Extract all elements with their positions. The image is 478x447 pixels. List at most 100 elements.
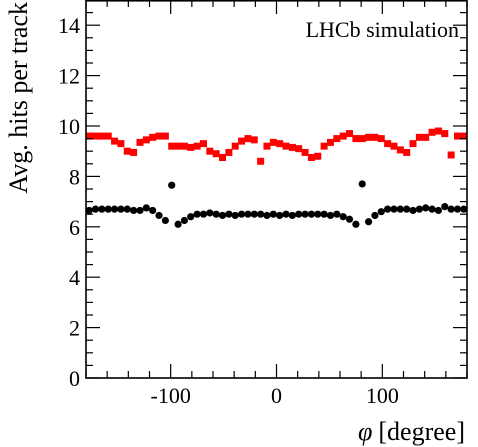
- data-point: [104, 205, 112, 213]
- data-point: [85, 132, 93, 140]
- data-point: [377, 135, 385, 143]
- data-point: [212, 150, 220, 158]
- data-point: [314, 152, 322, 160]
- data-point: [149, 133, 157, 141]
- data-point: [91, 205, 100, 213]
- data-point: [237, 210, 246, 218]
- data-point: [320, 142, 328, 150]
- data-point: [104, 132, 112, 140]
- axis-ticks: [85, 0, 468, 379]
- data-point: [225, 210, 233, 218]
- data-point: [358, 180, 366, 188]
- data-point: [441, 130, 449, 138]
- data-point: [352, 135, 360, 143]
- data-point: [149, 206, 157, 215]
- y-tick-label: 8: [69, 164, 80, 189]
- y-tick-label: 0: [69, 366, 80, 391]
- data-point: [206, 209, 214, 217]
- data-point: [345, 215, 354, 223]
- data-point: [180, 142, 188, 150]
- data-point: [447, 151, 455, 159]
- data-point: [269, 210, 277, 218]
- data-point: [199, 210, 208, 218]
- data-point: [358, 135, 366, 143]
- data-point: [301, 148, 309, 156]
- data-point: [441, 203, 449, 211]
- data-point: [244, 135, 252, 143]
- data-point: [257, 157, 265, 165]
- data-point: [403, 148, 411, 156]
- data-point: [447, 205, 455, 213]
- data-point: [161, 216, 169, 225]
- data-point: [333, 210, 341, 218]
- data-point: [212, 210, 220, 218]
- data-point: [403, 205, 411, 213]
- data-point: [257, 210, 265, 218]
- data-point: [326, 138, 334, 146]
- data-point: [307, 154, 315, 161]
- data-point: [263, 142, 271, 150]
- data-point: [371, 211, 379, 220]
- data-point: [244, 210, 252, 218]
- data-point: [428, 205, 436, 213]
- data-point: [276, 211, 284, 220]
- data-point: [390, 205, 398, 213]
- data-point: [117, 205, 125, 213]
- data-point: [193, 142, 201, 150]
- data-point: [98, 132, 106, 140]
- data-point: [365, 133, 373, 141]
- y-tick-label: 12: [58, 64, 80, 89]
- data-point: [453, 205, 462, 213]
- data-point: [422, 204, 430, 212]
- data-point: [269, 138, 277, 146]
- tick-labels: 0 2 4 6 8 10 12 14 -100 0 100: [58, 13, 399, 408]
- data-point: [352, 220, 360, 228]
- data-point: [320, 210, 328, 218]
- data-point: [130, 206, 138, 215]
- data-point: [123, 147, 131, 155]
- data-point: [199, 140, 207, 148]
- data-point: [301, 210, 309, 218]
- x-axis-unit: [degree]: [378, 417, 465, 446]
- data-point: [295, 210, 303, 218]
- data-point: [364, 218, 373, 226]
- data-point: [225, 148, 233, 156]
- data-point: [250, 210, 258, 218]
- data-point: [142, 136, 150, 144]
- data-point: [231, 142, 239, 150]
- y-tick-label: 10: [58, 114, 80, 139]
- data-point: [155, 132, 163, 140]
- data-point: [282, 142, 290, 150]
- data-point: [231, 211, 239, 220]
- data-point: [155, 211, 163, 220]
- data-point: [307, 210, 316, 218]
- data-point: [218, 211, 227, 220]
- x-tick-label: -100: [151, 383, 191, 408]
- x-axis-symbol: φ: [358, 417, 372, 446]
- x-tick-label: 0: [271, 383, 282, 408]
- data-point: [396, 146, 404, 154]
- data-point: [276, 140, 284, 148]
- y-tick-label: 4: [69, 265, 80, 290]
- data-point: [136, 138, 144, 146]
- data-point: [219, 154, 227, 161]
- y-tick-label: 2: [69, 316, 80, 341]
- y-tick-label: 14: [58, 13, 80, 38]
- data-point: [390, 142, 398, 150]
- data-point: [174, 142, 182, 150]
- data-point: [263, 211, 271, 220]
- data-point: [92, 132, 100, 140]
- data-point: [117, 140, 125, 148]
- data-point: [174, 220, 182, 228]
- data-point: [187, 143, 195, 151]
- data-point: [111, 137, 119, 145]
- data-point: [187, 213, 195, 221]
- data-point: [123, 205, 131, 213]
- data-point: [428, 128, 436, 136]
- data-point: [339, 213, 347, 221]
- data-point: [193, 210, 201, 218]
- data-point: [326, 211, 335, 220]
- data-point: [142, 204, 150, 212]
- data-point: [453, 132, 461, 140]
